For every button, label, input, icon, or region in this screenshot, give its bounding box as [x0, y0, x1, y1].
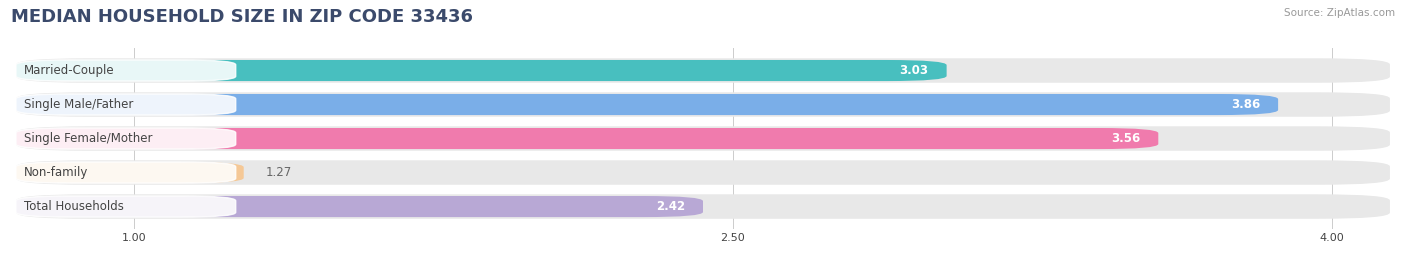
FancyBboxPatch shape	[15, 160, 1391, 185]
FancyBboxPatch shape	[15, 92, 1391, 117]
Text: 3.03: 3.03	[900, 64, 928, 77]
FancyBboxPatch shape	[15, 194, 1391, 219]
FancyBboxPatch shape	[15, 94, 1278, 115]
FancyBboxPatch shape	[15, 162, 243, 183]
Text: 1.27: 1.27	[266, 166, 292, 179]
FancyBboxPatch shape	[15, 196, 236, 217]
Text: Single Male/Father: Single Male/Father	[24, 98, 134, 111]
Text: Single Female/Mother: Single Female/Mother	[24, 132, 152, 145]
Text: 2.42: 2.42	[657, 200, 685, 213]
FancyBboxPatch shape	[15, 58, 1391, 83]
FancyBboxPatch shape	[15, 128, 236, 149]
Text: Married-Couple: Married-Couple	[24, 64, 115, 77]
FancyBboxPatch shape	[15, 162, 236, 183]
Text: Non-family: Non-family	[24, 166, 89, 179]
FancyBboxPatch shape	[15, 126, 1391, 151]
Text: 3.86: 3.86	[1230, 98, 1260, 111]
Text: MEDIAN HOUSEHOLD SIZE IN ZIP CODE 33436: MEDIAN HOUSEHOLD SIZE IN ZIP CODE 33436	[11, 8, 474, 26]
FancyBboxPatch shape	[15, 60, 946, 81]
Text: Total Households: Total Households	[24, 200, 124, 213]
Text: Source: ZipAtlas.com: Source: ZipAtlas.com	[1284, 8, 1395, 18]
FancyBboxPatch shape	[15, 60, 236, 81]
FancyBboxPatch shape	[15, 196, 703, 217]
Text: 3.56: 3.56	[1111, 132, 1140, 145]
FancyBboxPatch shape	[15, 94, 236, 115]
FancyBboxPatch shape	[15, 128, 1159, 149]
